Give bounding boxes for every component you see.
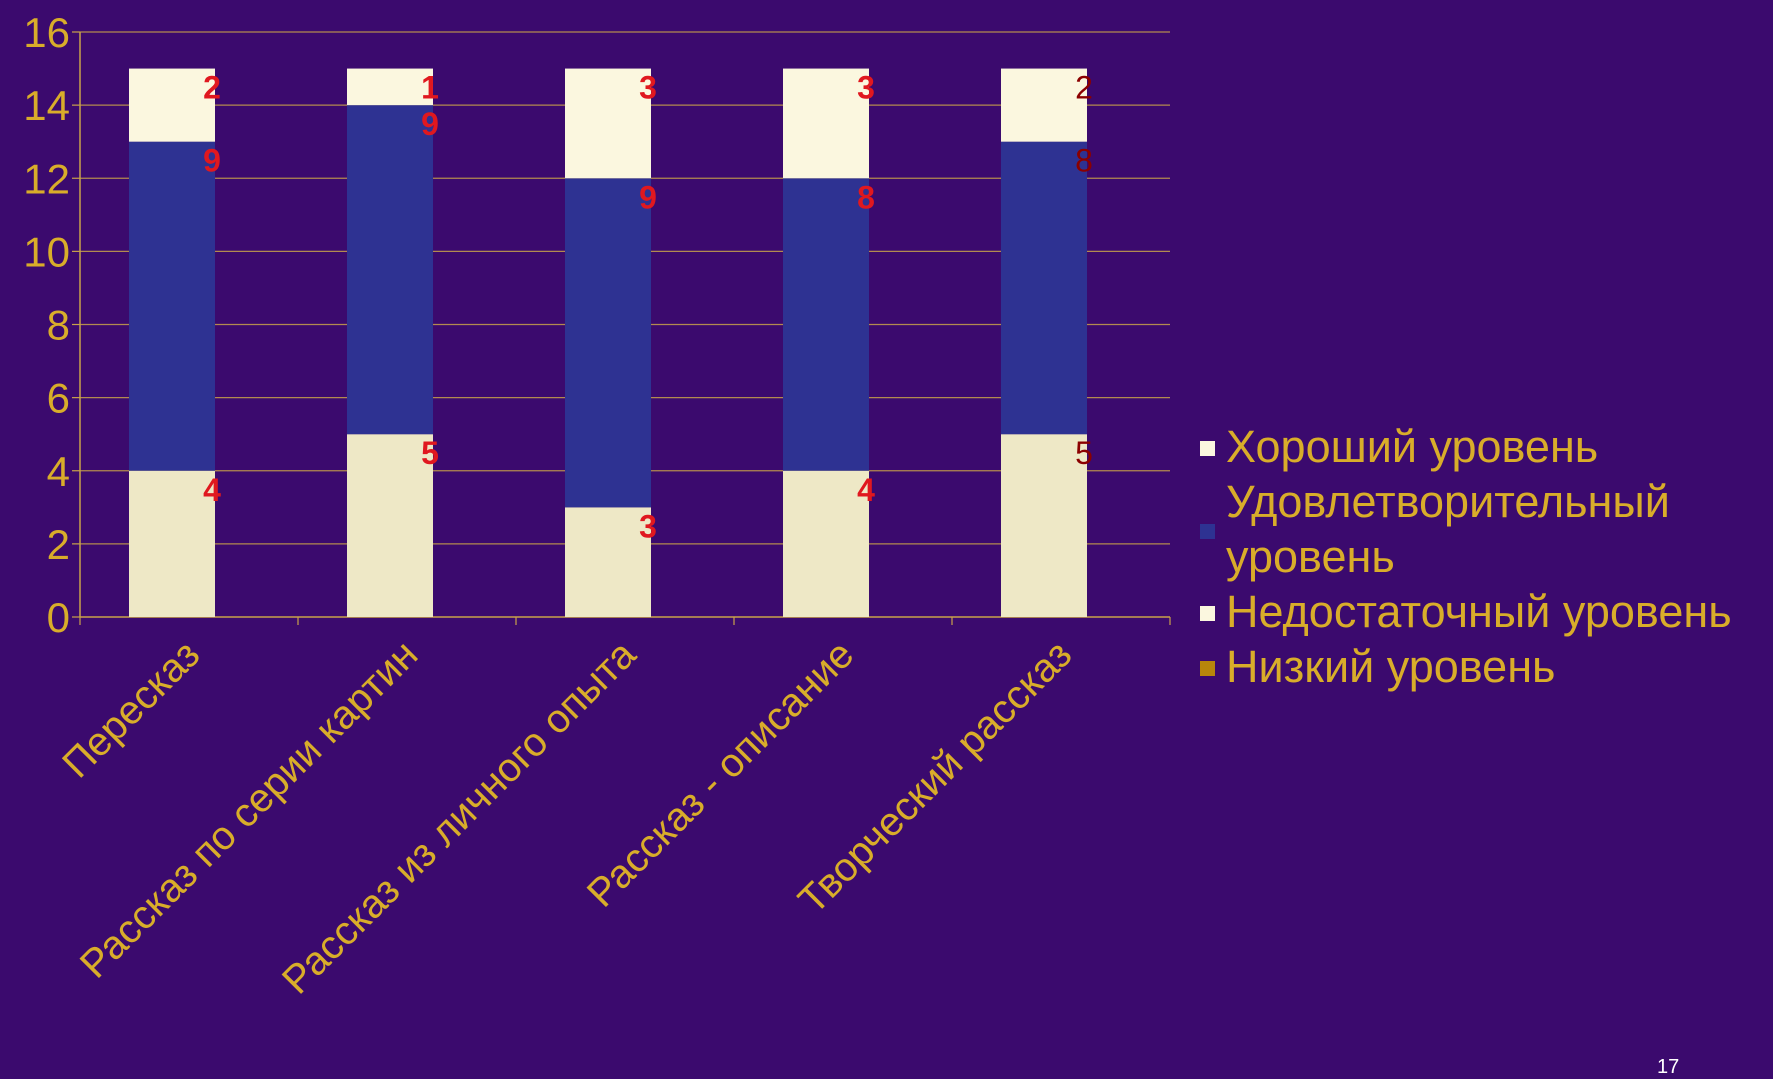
page-number: 17	[1657, 1056, 1680, 1078]
data-label: 8	[857, 179, 875, 215]
data-label: 3	[639, 508, 657, 544]
bar-segment	[565, 507, 651, 617]
legend-item-low: Низкий уровень	[1196, 639, 1746, 694]
bar-segment	[129, 470, 215, 617]
legend-swatch-satisfactory	[1200, 524, 1215, 539]
legend-label-insufficient: Недостаточный уровень	[1226, 586, 1732, 637]
bar-segment	[1001, 141, 1087, 435]
x-category-label: Пересказ	[54, 632, 208, 786]
legend-item-good: Хороший уровень	[1196, 419, 1746, 474]
y-tick-label: 16	[23, 9, 70, 56]
data-label: 5	[1075, 435, 1093, 471]
bar-segment	[347, 68, 433, 106]
data-label: 4	[857, 472, 875, 508]
data-label: 8	[1075, 143, 1093, 179]
data-label: 9	[639, 179, 657, 215]
bar-segment	[783, 178, 869, 471]
bar-segment	[565, 68, 651, 179]
legend-swatch-good	[1200, 441, 1215, 456]
y-tick-label: 8	[47, 302, 70, 349]
y-tick-label: 12	[23, 155, 70, 202]
bar-segment	[565, 178, 651, 508]
data-label: 1	[421, 70, 439, 106]
legend-swatch-insufficient	[1200, 606, 1215, 621]
bar-segment	[783, 68, 869, 179]
legend-item-satisfactory: Удовлетворительный уровень	[1196, 474, 1746, 584]
data-label: 3	[857, 70, 875, 106]
legend-item-insufficient: Недостаточный уровень	[1196, 584, 1746, 639]
y-tick-label: 2	[47, 521, 70, 568]
y-tick-label: 10	[23, 228, 70, 275]
bar-segment	[1001, 434, 1087, 617]
data-label: 9	[203, 143, 221, 179]
data-label: 5	[421, 435, 439, 471]
bar-segment	[129, 68, 215, 142]
bar-segment	[783, 470, 869, 617]
y-tick-label: 6	[47, 375, 70, 422]
legend-swatch-low	[1200, 661, 1215, 676]
data-label: 4	[203, 472, 221, 508]
data-label: 3	[639, 70, 657, 106]
legend-label-good: Хороший уровень	[1226, 421, 1599, 472]
data-label: 9	[421, 106, 439, 142]
bar-segment	[1001, 68, 1087, 142]
bar-segment	[129, 141, 215, 471]
y-tick-label: 0	[47, 594, 70, 641]
legend-label-satisfactory: Удовлетворительный уровень	[1226, 476, 1670, 582]
x-category-label: Рассказ из личного опыта	[274, 632, 645, 1003]
y-tick-label: 14	[23, 82, 70, 129]
y-tick-label: 4	[47, 448, 70, 495]
chart-legend: Хороший уровень Удовлетворительный урове…	[1196, 419, 1746, 694]
bar-segment	[347, 105, 433, 435]
legend-label-low: Низкий уровень	[1226, 641, 1556, 692]
data-label: 2	[1075, 70, 1093, 106]
data-label: 2	[203, 70, 221, 106]
bar-segment	[347, 434, 433, 617]
